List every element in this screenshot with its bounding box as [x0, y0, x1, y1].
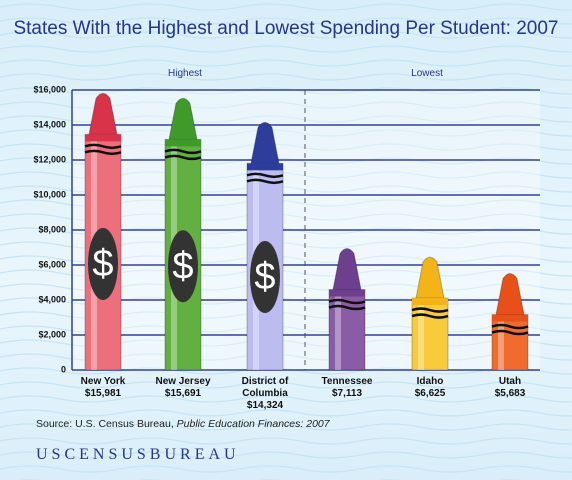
grid: 0 $2,000 $4,000 $6,000 $8,000 $10,000 $12,000 $…: [33, 84, 540, 374]
crayon-badge: [88, 227, 118, 300]
crayon-stripe: [411, 313, 449, 319]
crayon-stripe: [411, 307, 449, 313]
crayon-stripe: [164, 148, 202, 155]
source: Source: U.S. Census Bureau, Public Educa…: [36, 418, 330, 430]
crayon-collar: [165, 139, 201, 147]
value-label: $15,981: [84, 388, 122, 399]
y-tick-label: $10,000: [33, 189, 66, 199]
crayon-stripe: [246, 172, 284, 179]
crayon-body: [491, 314, 529, 371]
crayon-stripe: [246, 178, 284, 185]
crayon-collar: [412, 298, 448, 306]
y-tick-label: $16,000: [33, 84, 66, 94]
chart-title: States With the Highest and Lowest Spend…: [13, 18, 559, 39]
y-tick-label: $8,000: [38, 224, 66, 234]
category-label: Tennessee: [321, 376, 373, 387]
badge-symbol: $: [172, 245, 193, 287]
value-label: $5,683: [494, 388, 526, 399]
crayon-stripe: [84, 143, 122, 150]
crayon-collar: [247, 163, 283, 171]
footer-logo: USCENSUSBUREAU: [36, 446, 240, 463]
category-label: Idaho: [416, 376, 444, 387]
value-label: $14,324: [246, 400, 284, 411]
crayon-highlight: [418, 298, 424, 370]
crayon-tip: [495, 273, 525, 316]
value-label: $6,625: [414, 388, 446, 399]
crayon-highlight: [498, 314, 504, 370]
crayon-collar: [85, 134, 121, 142]
value-label: $7,113: [331, 388, 363, 399]
category-label: New Jersey: [155, 376, 211, 387]
category-label: Utah: [498, 376, 522, 387]
crayon-tip: [415, 256, 445, 299]
group-label: Lowest: [411, 68, 443, 79]
crayon-stripe: [328, 298, 366, 305]
crayon-tip: [88, 92, 118, 135]
crayon-badge: [168, 230, 198, 303]
category-label-box: Idaho $6,625: [392, 376, 468, 400]
y-tick-label: 0: [61, 364, 66, 374]
source-prefix: Source: U.S. Census Bureau,: [36, 418, 177, 430]
crayon-collar: [329, 289, 365, 297]
source-title: Public Education Finances: 2007: [176, 418, 330, 430]
y-tick-label: $14,000: [33, 119, 66, 129]
crayon-collar: [492, 314, 528, 322]
crayon-stripe: [491, 323, 529, 330]
y-tick-label: $2,000: [38, 329, 66, 339]
crayon-highlight: [335, 289, 341, 370]
crayon-tip: [332, 248, 362, 291]
y-tick-label: $12,000: [33, 154, 66, 164]
marks: $ $ $: [84, 92, 529, 371]
category-label-box: New York $15,981: [65, 376, 141, 400]
crayon-tip: [250, 121, 280, 164]
badge-symbol: $: [254, 256, 275, 298]
crayon-stripe: [328, 304, 366, 311]
crayon-badge: [250, 240, 280, 313]
badge-symbol: $: [92, 243, 113, 285]
category-label-box: Tennessee $7,113: [309, 376, 385, 400]
crayon-tip: [168, 97, 198, 140]
category-label: New York: [80, 376, 126, 387]
group-label: Highest: [168, 68, 202, 79]
category-label: District of Columbia: [241, 376, 289, 399]
category-label-box: District of Columbia $14,324: [227, 376, 303, 412]
crayon-stripe: [164, 154, 202, 161]
y-tick-label: $4,000: [38, 294, 66, 304]
category-label-box: Utah $5,683: [472, 376, 548, 400]
crayon-stripe: [84, 149, 122, 156]
value-label: $15,691: [164, 388, 202, 399]
y-tick-label: $6,000: [38, 259, 66, 269]
category-label-box: New Jersey $15,691: [145, 376, 221, 400]
crayon-stripe: [491, 329, 529, 336]
